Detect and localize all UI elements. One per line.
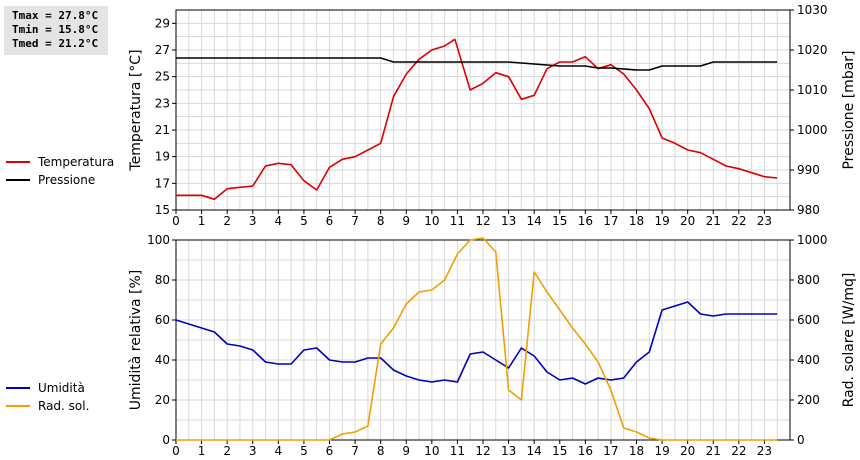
x-tick-label: 16 bbox=[578, 444, 593, 458]
stat-tmax: Tmax = 27.8°C bbox=[12, 9, 99, 22]
y-right-tick-label: 1010 bbox=[797, 83, 828, 97]
x-tick-label: 13 bbox=[501, 214, 516, 228]
x-tick-label: 3 bbox=[249, 444, 257, 458]
y-right-tick-label: 1000 bbox=[797, 123, 828, 137]
y-left-tick-label: 29 bbox=[155, 16, 170, 30]
x-tick-label: 5 bbox=[300, 444, 308, 458]
x-tick-label: 21 bbox=[706, 444, 721, 458]
x-tick-label: 7 bbox=[351, 214, 359, 228]
x-tick-label: 4 bbox=[275, 444, 283, 458]
x-tick-label: 23 bbox=[757, 444, 772, 458]
y-left-tick-label: 23 bbox=[155, 96, 170, 110]
y-right-tick-label: 600 bbox=[797, 313, 820, 327]
y-left-tick-label: 15 bbox=[155, 203, 170, 217]
x-tick-label: 11 bbox=[450, 214, 465, 228]
x-tick-label: 9 bbox=[402, 444, 410, 458]
y-right-tick-label: 980 bbox=[797, 203, 820, 217]
x-tick-label: 9 bbox=[402, 214, 410, 228]
y-left-tick-label: 100 bbox=[147, 233, 170, 247]
legend-label: Pressione bbox=[38, 173, 95, 187]
x-tick-label: 3 bbox=[249, 214, 257, 228]
x-tick-label: 19 bbox=[654, 214, 669, 228]
series-line-temperatura bbox=[176, 38, 778, 201]
y-right-tick-label: 0 bbox=[797, 433, 805, 447]
y-left-axis-label: Umidità relativa [%] bbox=[128, 270, 144, 411]
x-tick-label: 7 bbox=[351, 444, 359, 458]
x-tick-label: 17 bbox=[603, 214, 618, 228]
x-tick-label: 2 bbox=[223, 214, 231, 228]
y-right-tick-label: 1020 bbox=[797, 43, 828, 57]
x-tick-label: 20 bbox=[680, 444, 695, 458]
x-tick-label: 18 bbox=[629, 214, 644, 228]
x-tick-label: 8 bbox=[377, 214, 385, 228]
series-line-pressione bbox=[176, 57, 778, 71]
x-tick-label: 5 bbox=[300, 214, 308, 228]
y-left-tick-label: 19 bbox=[155, 150, 170, 164]
y-left-tick-label: 17 bbox=[155, 176, 170, 190]
x-tick-label: 10 bbox=[424, 214, 439, 228]
y-left-tick-label: 20 bbox=[155, 393, 170, 407]
y-right-tick-label: 1030 bbox=[797, 3, 828, 17]
y-right-axis-label: Rad. solare [W/mq] bbox=[841, 273, 857, 408]
x-tick-label: 19 bbox=[654, 444, 669, 458]
y-right-tick-label: 400 bbox=[797, 353, 820, 367]
x-tick-label: 0 bbox=[172, 214, 180, 228]
x-tick-label: 10 bbox=[424, 444, 439, 458]
y-right-tick-label: 800 bbox=[797, 273, 820, 287]
x-tick-label: 23 bbox=[757, 214, 772, 228]
y-left-tick-label: 60 bbox=[155, 313, 170, 327]
x-tick-label: 16 bbox=[578, 214, 593, 228]
x-tick-label: 12 bbox=[475, 444, 490, 458]
x-tick-label: 22 bbox=[731, 214, 746, 228]
legend-label: Rad. sol. bbox=[38, 399, 89, 413]
x-tick-label: 14 bbox=[527, 214, 542, 228]
x-tick-label: 22 bbox=[731, 444, 746, 458]
x-tick-label: 1 bbox=[198, 444, 206, 458]
x-tick-label: 17 bbox=[603, 444, 618, 458]
y-right-tick-label: 200 bbox=[797, 393, 820, 407]
y-left-tick-label: 40 bbox=[155, 353, 170, 367]
x-tick-label: 6 bbox=[326, 444, 334, 458]
y-left-tick-label: 80 bbox=[155, 273, 170, 287]
y-left-tick-label: 0 bbox=[162, 433, 170, 447]
stats-box: Tmax = 27.8°C Tmin = 15.8°C Tmed = 21.2°… bbox=[4, 6, 108, 55]
x-tick-label: 11 bbox=[450, 444, 465, 458]
y-left-tick-label: 25 bbox=[155, 70, 170, 84]
x-tick-label: 12 bbox=[475, 214, 490, 228]
x-tick-label: 21 bbox=[706, 214, 721, 228]
x-tick-label: 20 bbox=[680, 214, 695, 228]
y-left-tick-label: 27 bbox=[155, 43, 170, 57]
series-line-rad-sol- bbox=[176, 237, 778, 441]
series-line-umidit- bbox=[175, 301, 778, 385]
x-tick-label: 15 bbox=[552, 214, 567, 228]
y-right-axis-label: Pressione [mbar] bbox=[841, 50, 857, 169]
x-tick-label: 15 bbox=[552, 444, 567, 458]
y-right-tick-label: 1000 bbox=[797, 233, 828, 247]
y-left-tick-label: 21 bbox=[155, 123, 170, 137]
x-tick-label: 0 bbox=[172, 444, 180, 458]
stat-tmed: Tmed = 21.2°C bbox=[12, 37, 99, 50]
legend-label: Temperatura bbox=[37, 155, 114, 169]
x-tick-label: 6 bbox=[326, 214, 334, 228]
x-tick-label: 14 bbox=[527, 444, 542, 458]
x-tick-label: 2 bbox=[223, 444, 231, 458]
y-left-axis-label: Temperatura [°C] bbox=[128, 49, 144, 171]
stat-tmin: Tmin = 15.8°C bbox=[12, 23, 99, 36]
x-tick-label: 18 bbox=[629, 444, 644, 458]
x-tick-label: 8 bbox=[377, 444, 385, 458]
legend-label: Umidità bbox=[38, 381, 85, 395]
x-tick-label: 1 bbox=[198, 214, 206, 228]
y-right-tick-label: 990 bbox=[797, 163, 820, 177]
x-tick-label: 13 bbox=[501, 444, 516, 458]
x-tick-label: 4 bbox=[275, 214, 283, 228]
